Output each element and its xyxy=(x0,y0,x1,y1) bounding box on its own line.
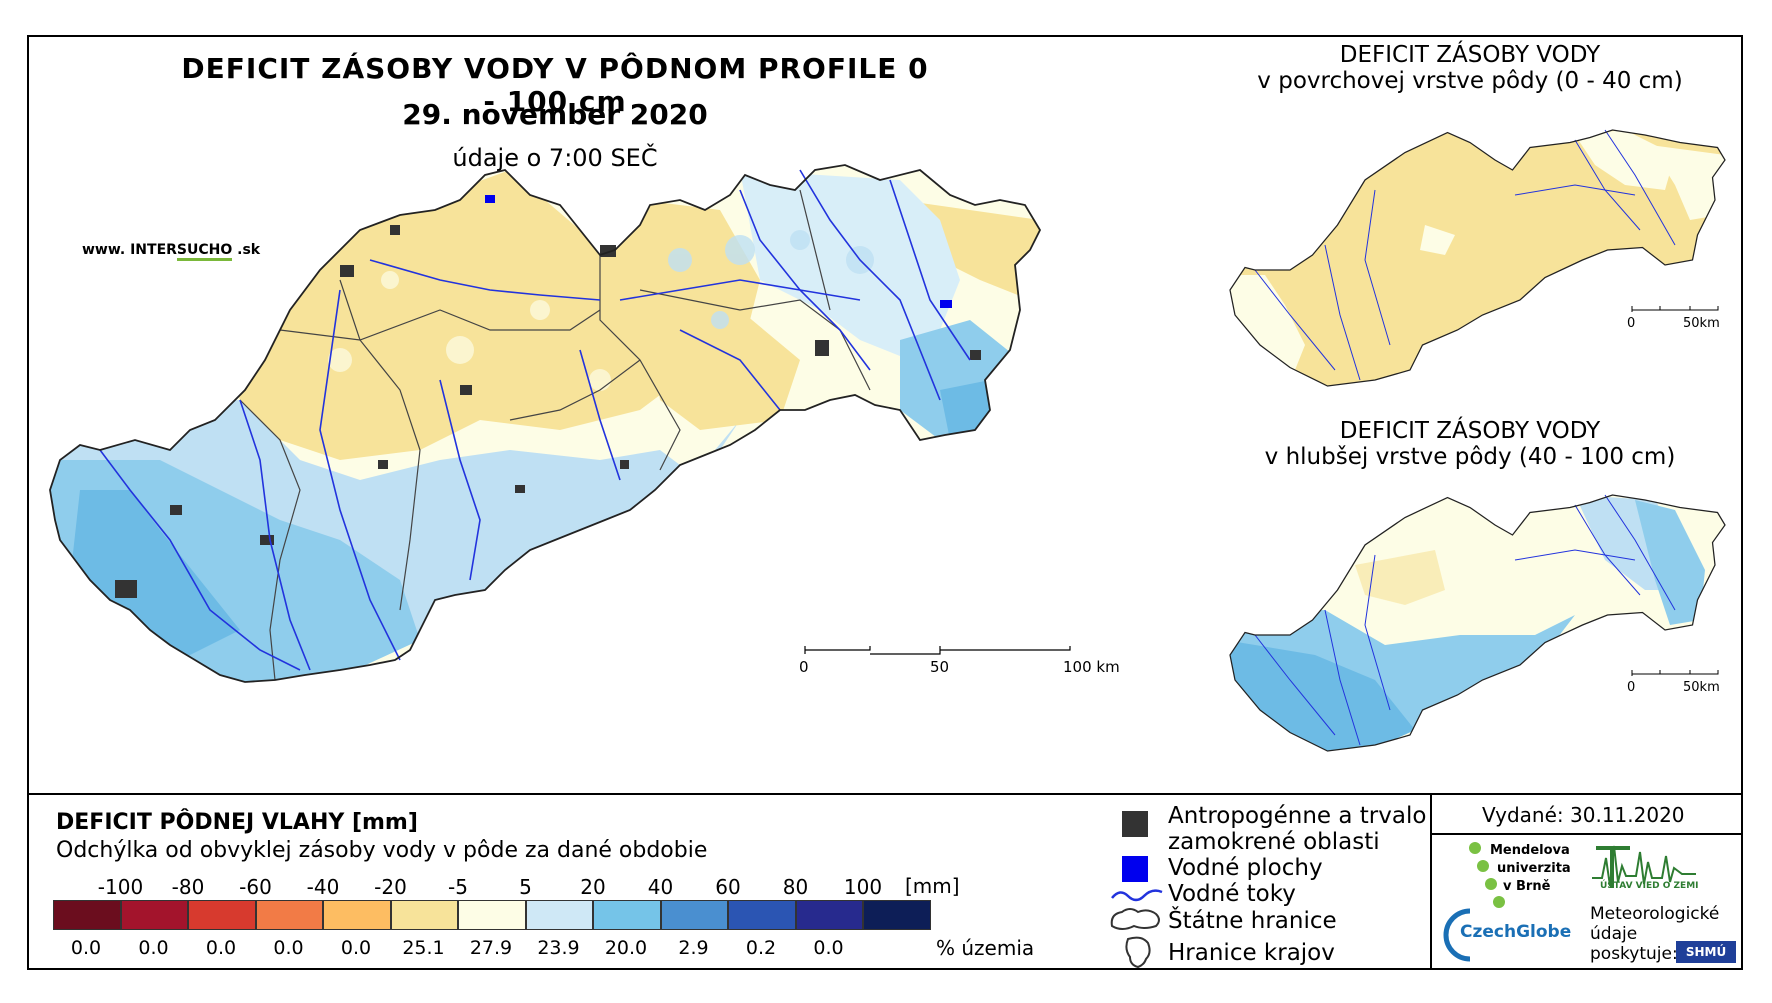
legend-swatch xyxy=(458,900,526,930)
inset-top-scale-bar xyxy=(1631,306,1719,312)
urban-areas xyxy=(115,225,981,598)
meteo-line1: Meteorologické xyxy=(1590,904,1720,924)
legend-swatch xyxy=(53,900,121,930)
legend-tick: -40 xyxy=(306,875,340,899)
main-scale-50: 50 xyxy=(930,658,950,676)
mendelu-line1: Mendelova xyxy=(1490,843,1570,858)
czechglobe-arc-icon xyxy=(1443,908,1471,962)
legend-subtitle: Odchýlka od obvyklej zásoby vody v pôde … xyxy=(56,838,708,863)
river-icon xyxy=(1111,889,1163,902)
legend-tick: 5 xyxy=(519,875,532,899)
mendelu-line3: v Brně xyxy=(1503,879,1551,894)
inset-top-scale-50: 50km xyxy=(1683,316,1720,331)
inset-bottom-map xyxy=(1229,494,1726,752)
legend-swatch xyxy=(255,900,323,930)
inset-top-map xyxy=(1229,129,1726,387)
inset-top-title-line1: DEFICIT ZÁSOBY VODY xyxy=(1339,42,1601,68)
czechglobe-name: CzechGlobe xyxy=(1460,922,1572,942)
inset-bottom-scale-50: 50km xyxy=(1683,680,1720,695)
legend-percentage: 0.0 xyxy=(70,937,102,959)
legend-tick: -60 xyxy=(239,875,272,899)
legend-tick: -20 xyxy=(374,875,407,899)
map-date: 29. november 2020 xyxy=(402,98,708,131)
meteo-line2: údaje xyxy=(1590,924,1638,944)
main-scale-bar xyxy=(804,646,1071,655)
map-time-note: údaje o 7:00 SEČ xyxy=(452,144,658,172)
legend-percentage: 20.0 xyxy=(604,937,648,959)
water-body-icon xyxy=(1122,856,1148,882)
region-border-icon xyxy=(1125,936,1151,969)
inset-bottom-title-line2: v hlubšej vrstve pôdy (40 - 100 cm) xyxy=(1264,444,1676,470)
legend-swatch xyxy=(323,900,391,930)
legend-swatch xyxy=(863,900,931,930)
legend-percentage: 2.9 xyxy=(678,937,709,959)
website-suffix: .sk xyxy=(232,242,261,258)
legend-divider xyxy=(27,793,1743,795)
legend-percentage: 0.2 xyxy=(745,937,777,959)
inset-bottom-scale-bar xyxy=(1631,670,1719,676)
legend-tick: 20 xyxy=(580,875,606,899)
website-highlight: SUCHO xyxy=(176,242,233,261)
legend-swatch xyxy=(795,900,863,930)
legend-water-label: Vodné plochy xyxy=(1168,855,1323,881)
legend-urban-label: Antropogénne a trvalo zamokrené oblasti xyxy=(1168,803,1427,855)
legend-swatch xyxy=(188,900,256,930)
uvgz-name: ÚSTAV VIED O ZEMI xyxy=(1600,881,1699,891)
legend-tick: 60 xyxy=(715,875,741,899)
legend-pct-label: % územia xyxy=(936,936,1035,960)
legend-percentage: 0.0 xyxy=(273,937,304,959)
uvgz-logo-icon xyxy=(1592,845,1696,888)
credits-divider xyxy=(1430,794,1432,970)
legend-tick: 80 xyxy=(782,875,809,899)
inset-bottom-scale-0: 0 xyxy=(1627,680,1636,695)
inset-top-scale-0: 0 xyxy=(1627,316,1636,331)
legend-tick: -5 xyxy=(448,875,468,899)
legend-unit: [mm] xyxy=(905,874,960,898)
legend-title: DEFICIT PÔDNEJ VLAHY [mm] xyxy=(56,810,418,835)
legend-tick: 100 xyxy=(843,875,883,899)
legend-tick: 40 xyxy=(647,875,674,899)
meteo-line3: poskytuje: xyxy=(1590,944,1678,964)
legend-percentage: 0.0 xyxy=(340,937,372,959)
legend-tick: -100 xyxy=(97,875,144,899)
legend-tick: -80 xyxy=(171,875,205,899)
shmu-logo-icon: SHMÚ xyxy=(1676,941,1736,963)
legend-percentage: 27.9 xyxy=(469,937,513,959)
issued-date: Vydané: 30.11.2020 xyxy=(1482,803,1685,827)
mendelu-line2: univerzita xyxy=(1497,861,1571,876)
main-map xyxy=(49,164,1042,683)
state-border-icon xyxy=(1110,908,1160,930)
issued-divider xyxy=(1430,833,1743,835)
legend-percentage: 25.1 xyxy=(402,937,445,959)
urban-area-icon xyxy=(1122,811,1148,837)
legend-percentage: 0.0 xyxy=(138,937,169,959)
legend-swatch xyxy=(120,900,188,930)
legend-swatch xyxy=(525,900,593,930)
legend-state-border-label: Štátne hranice xyxy=(1168,908,1337,934)
legend-percentage: 0.0 xyxy=(205,937,237,959)
website-prefix: www. INTER xyxy=(82,242,177,258)
map-title: DEFICIT ZÁSOBY VODY V PÔDNOM PROFILE 0 -… xyxy=(181,52,929,118)
legend-swatch xyxy=(390,900,458,930)
legend-swatch xyxy=(660,900,728,930)
inset-top-title-line2: v povrchovej vrstve pôdy (0 - 40 cm) xyxy=(1257,68,1683,94)
legend-swatch xyxy=(728,900,796,930)
mendelu-dots-icon xyxy=(1469,842,1505,908)
legend-river-label: Vodné toky xyxy=(1168,881,1296,907)
inset-bottom-title-line1: DEFICIT ZÁSOBY VODY xyxy=(1339,418,1601,444)
main-scale-0: 0 xyxy=(799,658,809,676)
legend-percentage: 0.0 xyxy=(813,937,844,959)
legend-percentage: 23.9 xyxy=(537,937,580,959)
legend-region-border-label: Hranice krajov xyxy=(1168,940,1335,966)
legend-swatch xyxy=(593,900,661,930)
main-scale-100: 100 km xyxy=(1063,658,1120,676)
website-label[interactable]: www. INTERSUCHO .sk xyxy=(82,242,260,261)
